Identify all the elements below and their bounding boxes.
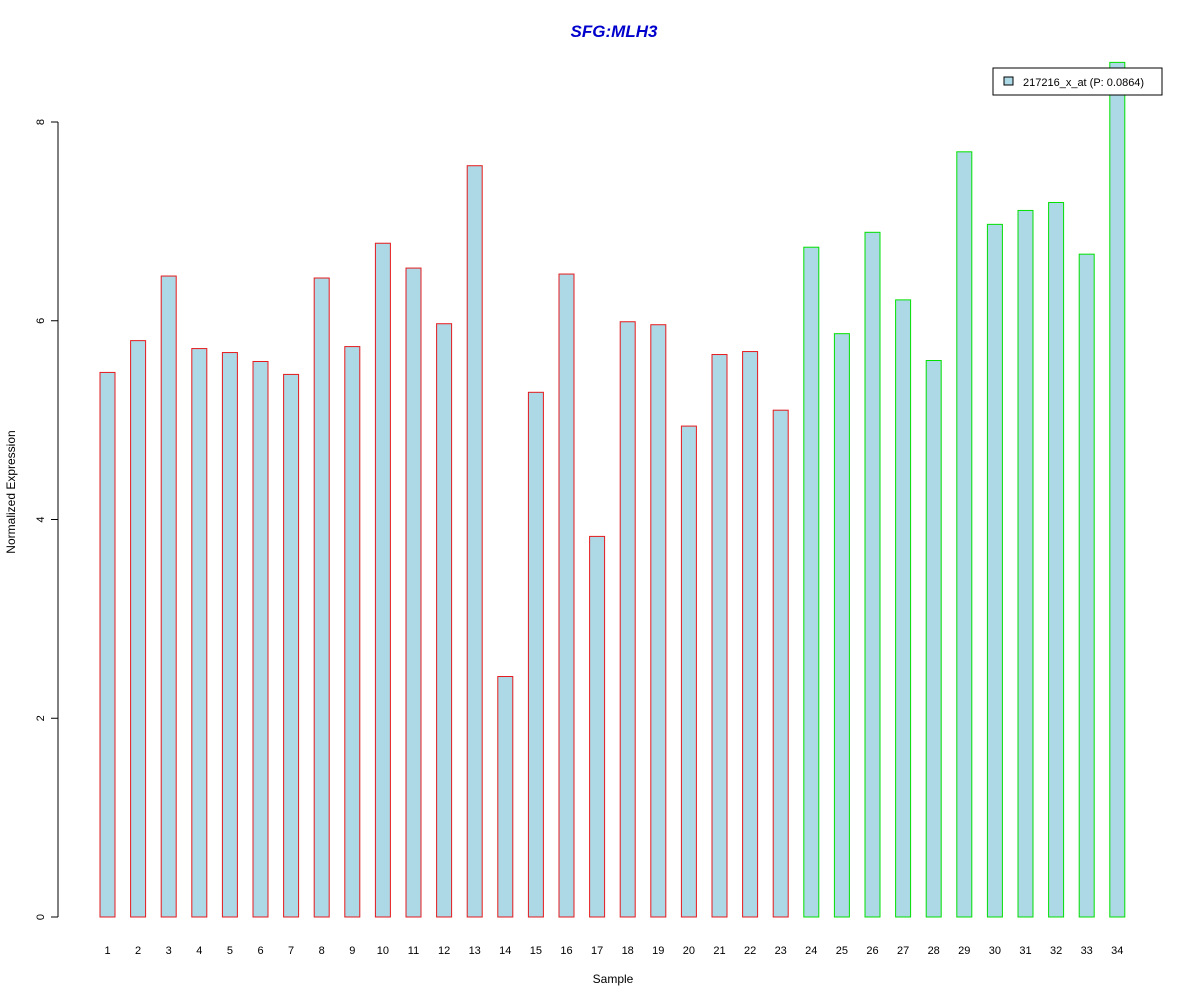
x-tick-label: 7 <box>288 945 294 957</box>
bar-sample-9 <box>344 346 361 918</box>
x-tick-label: 28 <box>928 945 940 957</box>
bar-sample-8 <box>313 277 330 918</box>
bar-sample-6 <box>252 360 269 918</box>
bar-sample-5 <box>221 352 238 918</box>
x-tick-label: 6 <box>257 945 263 957</box>
y-tick-label: 6 <box>35 318 47 324</box>
x-tick-labels: 1 2 3 4 5 6 7 8 9 10 11 12 13 14 15 16 17 18 19 20 21 22 23 24 2… <box>104 945 1123 957</box>
x-tick-label: 15 <box>530 945 542 957</box>
x-tick-label: 29 <box>958 945 970 957</box>
bar-sample-33 <box>1078 253 1095 918</box>
x-axis-title: Sample <box>593 972 634 986</box>
legend-swatch <box>1003 76 1014 86</box>
x-tick-label: 3 <box>166 945 172 957</box>
bar-sample-22 <box>742 351 759 918</box>
x-tick-label: 8 <box>319 945 325 957</box>
x-tick-label: 34 <box>1111 945 1123 957</box>
bar-sample-34 <box>1109 61 1126 918</box>
bar-sample-31 <box>1017 209 1034 918</box>
x-tick-label: 4 <box>196 945 202 957</box>
chart-title: SFG:MLH3 <box>571 22 658 41</box>
bar-sample-12 <box>436 323 453 918</box>
x-tick-label: 13 <box>469 945 481 957</box>
legend-label: 217216_x_at (P: 0.0864) <box>1023 77 1144 89</box>
x-tick-label: 2 <box>135 945 141 957</box>
x-tick-label: 31 <box>1019 945 1031 957</box>
x-tick-label: 22 <box>744 945 756 957</box>
x-tick-label: 30 <box>989 945 1001 957</box>
y-tick-label: 2 <box>35 715 47 721</box>
bar-sample-18 <box>619 321 636 918</box>
x-tick-label: 20 <box>683 945 695 957</box>
bar-sample-7 <box>283 373 300 918</box>
x-tick-label: 26 <box>866 945 878 957</box>
x-tick-label: 11 <box>408 945 419 957</box>
legend-box <box>992 67 1163 96</box>
bar-sample-23 <box>772 409 789 918</box>
x-tick-label: 12 <box>438 945 450 957</box>
x-tick-label: 17 <box>591 945 603 957</box>
x-tick-label: 14 <box>499 945 511 957</box>
y-tick-label: 0 <box>35 914 47 920</box>
bar-sample-30 <box>986 223 1003 918</box>
y-tick-label: 4 <box>35 516 47 522</box>
bars-group <box>99 61 1126 918</box>
bar-sample-28 <box>925 360 942 918</box>
bar-sample-13 <box>466 165 483 918</box>
x-tick-label: 1 <box>104 945 110 957</box>
bar-sample-10 <box>374 242 391 918</box>
y-tick-label: 8 <box>35 119 47 125</box>
x-tick-label: 25 <box>836 945 848 957</box>
x-tick-label: 10 <box>377 945 389 957</box>
bar-sample-25 <box>833 333 850 918</box>
x-tick-label: 32 <box>1050 945 1062 957</box>
y-axis-title: Normalized Expression <box>4 430 18 553</box>
bar-sample-3 <box>160 275 177 918</box>
x-tick-label: 23 <box>775 945 787 957</box>
bar-sample-14 <box>497 676 514 918</box>
x-tick-label: 33 <box>1081 945 1093 957</box>
x-tick-label: 16 <box>560 945 572 957</box>
bar-sample-4 <box>191 348 208 918</box>
bar-sample-19 <box>650 324 667 918</box>
bar-sample-20 <box>680 425 697 918</box>
bar-sample-24 <box>803 246 820 918</box>
bar-sample-17 <box>589 535 606 918</box>
bar-sample-29 <box>956 151 973 918</box>
bar-sample-26 <box>864 231 881 918</box>
y-axis: 0 2 4 6 8 <box>35 119 59 920</box>
bar-sample-27 <box>895 299 912 918</box>
bar-sample-32 <box>1048 201 1065 918</box>
bar-sample-1 <box>99 371 116 918</box>
bar-sample-15 <box>527 391 544 918</box>
x-tick-label: 24 <box>805 945 817 957</box>
bar-sample-16 <box>558 273 575 918</box>
x-tick-label: 19 <box>652 945 664 957</box>
x-tick-label: 9 <box>349 945 355 957</box>
bar-sample-11 <box>405 267 422 918</box>
x-tick-label: 21 <box>713 945 725 957</box>
bar-sample-21 <box>711 354 728 918</box>
bar-sample-2 <box>130 340 147 918</box>
x-tick-label: 5 <box>227 945 233 957</box>
x-tick-label: 27 <box>897 945 909 957</box>
legend: 217216_x_at (P: 0.0864) <box>992 67 1163 96</box>
x-tick-label: 18 <box>622 945 634 957</box>
